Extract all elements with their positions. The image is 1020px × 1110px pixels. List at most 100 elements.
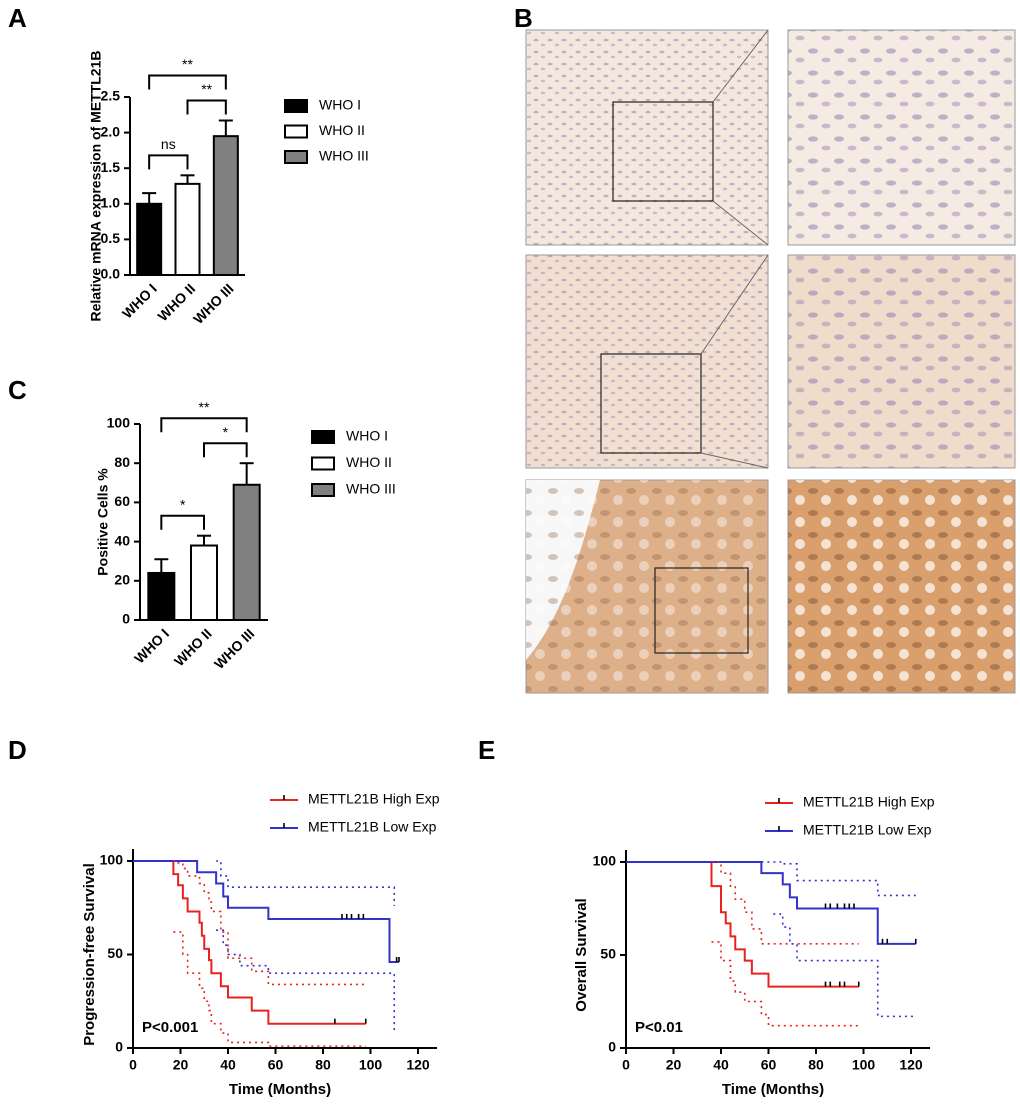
x-tick-label: 100 — [359, 1057, 383, 1073]
micrograph-texture — [788, 255, 1015, 468]
x-tick-label: 80 — [315, 1057, 331, 1073]
x-tick-label: 80 — [808, 1057, 824, 1073]
y-tick-label: 0 — [115, 1039, 123, 1055]
y-tick-label: 0 — [608, 1039, 616, 1055]
confidence-band — [711, 861, 859, 945]
bar — [212, 135, 239, 276]
significance-label: ** — [201, 81, 212, 97]
x-tick-label: 20 — [173, 1057, 189, 1073]
y-tick-label: 80 — [114, 454, 130, 470]
significance-bracket — [160, 417, 248, 433]
significance-label: ** — [182, 56, 193, 72]
legend-label: WHO III — [319, 148, 369, 164]
x-tick-label: WHO I — [119, 280, 160, 321]
legend-swatch — [311, 456, 335, 471]
confidence-band — [761, 861, 916, 897]
bar — [147, 571, 176, 622]
y-tick-label: 1.0 — [101, 195, 121, 211]
micrograph-texture — [526, 30, 768, 245]
y-tick-label: 2.5 — [101, 88, 121, 104]
y-tick-label: 40 — [114, 532, 130, 548]
legend-swatch — [284, 150, 308, 164]
micrographs — [525, 29, 1016, 694]
x-tick-label: WHO I — [131, 625, 172, 666]
x-tick-label: 0 — [129, 1057, 137, 1073]
legend-label: METTL21B High Exp — [308, 791, 440, 807]
legend-label: WHO II — [346, 454, 392, 470]
x-tick-label: 20 — [666, 1057, 682, 1073]
y-tick-label: 1.5 — [101, 159, 121, 175]
x-tick-label: 60 — [268, 1057, 284, 1073]
significance-bracket — [160, 514, 205, 530]
inset-connector — [700, 452, 769, 469]
y-axis-label: Overall Survival — [573, 898, 590, 1011]
survival-curve — [133, 860, 399, 963]
panel-label: A — [8, 3, 27, 33]
x-tick-label: 40 — [220, 1057, 236, 1073]
x-tick-label: 60 — [761, 1057, 777, 1073]
legend-swatch — [311, 483, 335, 497]
legend-swatch — [311, 430, 335, 444]
legend-label: METTL21B High Exp — [803, 794, 935, 810]
inset-box — [612, 101, 714, 202]
legend-label: WHO I — [346, 428, 388, 444]
panel-label: D — [8, 735, 27, 765]
y-tick-label: 0 — [122, 611, 130, 627]
inset-box — [654, 567, 749, 654]
inset-connector — [700, 254, 769, 355]
x-tick-label: 40 — [713, 1057, 729, 1073]
bar — [232, 483, 261, 622]
panel-label: B — [514, 3, 533, 33]
x-tick-label: WHO II — [171, 625, 215, 669]
x-tick-label: 100 — [852, 1057, 876, 1073]
y-tick-label: 100 — [593, 853, 617, 869]
significance-label: * — [223, 424, 229, 440]
confidence-band — [216, 860, 396, 906]
x-tick-label: 120 — [899, 1057, 923, 1073]
inset-connector — [712, 200, 769, 246]
bar — [190, 544, 218, 622]
legend-label: WHO II — [319, 122, 365, 138]
bar — [174, 182, 201, 276]
x-axis-label: Time (Months) — [229, 1081, 331, 1098]
y-axis-label: Relative mRNA expression of METTL21B — [88, 51, 104, 322]
survival-curve — [133, 860, 366, 1025]
significance-label: ns — [161, 136, 176, 152]
micrograph-texture — [788, 30, 1015, 245]
significance-bracket — [148, 154, 189, 170]
micrograph-texture — [526, 255, 768, 468]
legend-label: METTL21B Low Exp — [308, 819, 437, 835]
p-value: P<0.001 — [142, 1019, 198, 1036]
confidence-band — [773, 913, 916, 1018]
significance-bracket — [203, 442, 248, 458]
confidence-band — [173, 860, 366, 986]
significance-label: * — [180, 496, 186, 512]
x-tick-label: 0 — [622, 1057, 630, 1073]
survival-curve — [626, 861, 859, 988]
x-tick-label: 120 — [406, 1057, 430, 1073]
y-tick-label: 0.5 — [101, 230, 121, 246]
significance-label: ** — [199, 399, 210, 415]
y-axis-label: Progression-free Survival — [81, 863, 98, 1046]
y-tick-label: 100 — [100, 852, 124, 868]
micrograph-texture — [526, 480, 768, 693]
panel-label: C — [8, 375, 27, 405]
y-tick-label: 100 — [107, 415, 131, 431]
y-tick-label: 50 — [107, 945, 123, 961]
legend-label: WHO I — [319, 97, 361, 113]
inset-connector — [712, 29, 769, 103]
legend-label: METTL21B Low Exp — [803, 822, 932, 838]
micrograph-texture — [788, 480, 1015, 693]
significance-bracket — [186, 99, 227, 115]
y-tick-label: 50 — [600, 946, 616, 962]
panel-label: E — [478, 735, 495, 765]
survival-curve — [626, 861, 916, 945]
confidence-band — [711, 941, 859, 1027]
y-tick-label: 0.0 — [101, 266, 121, 282]
confidence-band — [216, 929, 396, 1032]
y-tick-label: 20 — [114, 572, 130, 588]
y-axis-label: Positive Cells % — [95, 468, 111, 576]
inset-box — [600, 353, 702, 454]
y-tick-label: 60 — [114, 493, 130, 509]
